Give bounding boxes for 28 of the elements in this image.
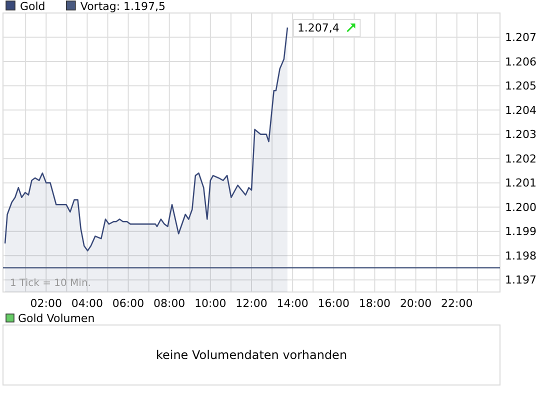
legend-label: Gold — [20, 0, 46, 13]
y-tick-label: 1.204 — [505, 104, 536, 117]
annotation: 1 Tick = 10 Min. — [10, 278, 91, 289]
y-tick-label: 1.207 — [505, 31, 536, 44]
text: Gold Volumen — [18, 312, 95, 325]
legend-label: Vortag: 1.197,5 — [80, 0, 166, 13]
x-tick-label: 04:00 — [71, 297, 104, 310]
x-tick-label: 18:00 — [358, 297, 391, 310]
x-tick-label: 20:00 — [400, 297, 432, 310]
y-tick-label: 1.200 — [505, 200, 536, 214]
y-tick-label: 1.197 — [505, 274, 536, 287]
y-tick-label: 1.205 — [505, 80, 536, 93]
y-tick-label: 1.202 — [505, 152, 536, 166]
text: keine Volumendaten vorhanden — [156, 348, 348, 362]
x-tick-label: 02:00 — [30, 297, 62, 310]
x-tick-label: 22:00 — [441, 297, 473, 310]
y-tick-label: 1.206 — [505, 55, 536, 68]
y-tick-label: 1.201 — [505, 176, 536, 190]
x-tick-label: 08:00 — [154, 297, 186, 310]
y-tick-label: 1.199 — [505, 225, 536, 238]
x-tick-label: 10:00 — [194, 297, 226, 310]
y-tick-label: 1.203 — [505, 128, 536, 142]
annotation: 1.207,4 — [297, 22, 340, 35]
x-tick-label: 06:00 — [112, 297, 144, 310]
x-tick-label: 14:00 — [276, 297, 308, 310]
x-tick-label: 12:00 — [236, 297, 268, 310]
x-tick-label: 16:00 — [318, 297, 350, 310]
y-tick-label: 1.198 — [505, 249, 536, 262]
